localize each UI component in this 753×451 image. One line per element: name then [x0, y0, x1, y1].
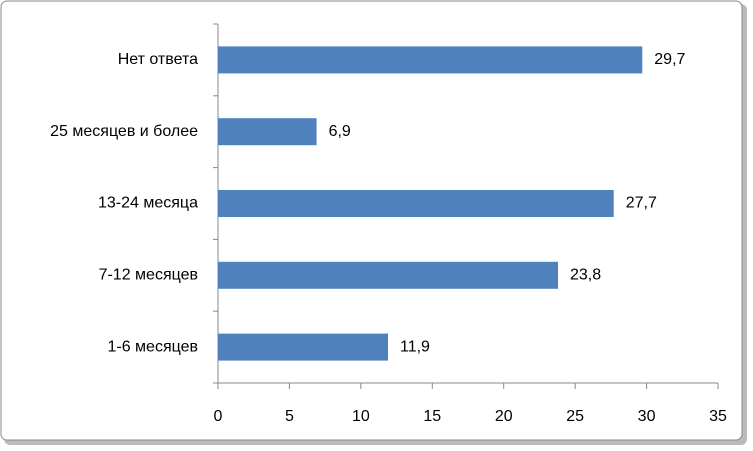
bar	[218, 190, 614, 217]
chart-frame	[0, 0, 743, 441]
y-tick-label: Нет ответа	[118, 51, 198, 68]
x-tick-label: 30	[638, 408, 656, 425]
x-tick-label: 0	[214, 408, 223, 425]
y-tick-label: 7-12 месяцев	[99, 267, 198, 284]
x-tick-label: 5	[285, 408, 294, 425]
value-label: 6,9	[329, 123, 351, 140]
x-tick-label: 10	[352, 408, 370, 425]
value-label: 23,8	[570, 267, 601, 284]
x-tick-label: 35	[709, 408, 727, 425]
x-tick-label: 20	[495, 408, 513, 425]
y-tick-label: 1-6 месяцев	[107, 338, 198, 355]
bar	[218, 118, 317, 146]
bar	[218, 333, 388, 361]
y-tick-label: 25 месяцев и более	[50, 123, 198, 140]
value-label: 27,7	[626, 195, 657, 212]
bar	[218, 46, 643, 74]
value-label: 11,9	[400, 338, 430, 355]
bar	[218, 261, 558, 289]
y-tick-label: 13-24 месяца	[98, 195, 198, 212]
value-label: 29,7	[654, 51, 685, 68]
x-tick-label: 25	[566, 408, 584, 425]
x-tick-label: 15	[423, 408, 441, 425]
